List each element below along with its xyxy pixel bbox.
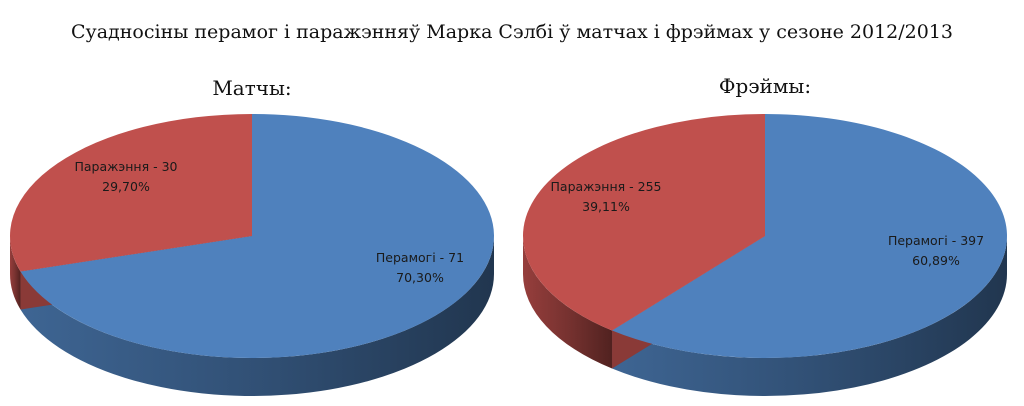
pie-side-паражэння: [523, 236, 613, 369]
pie-side-перамогі: [612, 236, 1007, 396]
pie-side-перамогі: [20, 236, 495, 396]
pie-chart-frames: Перамогі - 397 60,89% Паражэння - 255 39,11…: [523, 114, 1008, 396]
data-label-перамогі: Перамогі - 397: [888, 233, 984, 248]
data-label-паражэння: Паражэння - 30: [74, 159, 177, 174]
data-label-percent-перамогі: 60,89%: [912, 253, 960, 268]
data-label-percent-паражэння: 29,70%: [102, 179, 150, 194]
pie-slice-паражэння: [10, 114, 252, 272]
pie-side-паражэння: [10, 236, 21, 310]
data-label-percent-перамогі: 70,30%: [396, 270, 444, 285]
pie-chart-matches: Перамогі - 71 70,30% Паражэння - 30 29,70%: [10, 114, 495, 396]
data-label-percent-паражэння: 39,11%: [582, 199, 630, 214]
pie-slice-перамогі: [612, 114, 1008, 358]
chart-title: Суадносіны перамог і паражэнняў Марка Сэ…: [71, 21, 953, 43]
pie-title-matches: Матчы:: [212, 76, 291, 100]
data-label-перамогі: Перамогі - 71: [376, 250, 464, 265]
data-label-паражэння: Паражэння - 255: [551, 179, 662, 194]
pie-title-frames: Фрэймы:: [719, 74, 811, 98]
pie-slice-перамогі: [20, 114, 495, 358]
pie-slice-паражэння: [523, 114, 765, 331]
